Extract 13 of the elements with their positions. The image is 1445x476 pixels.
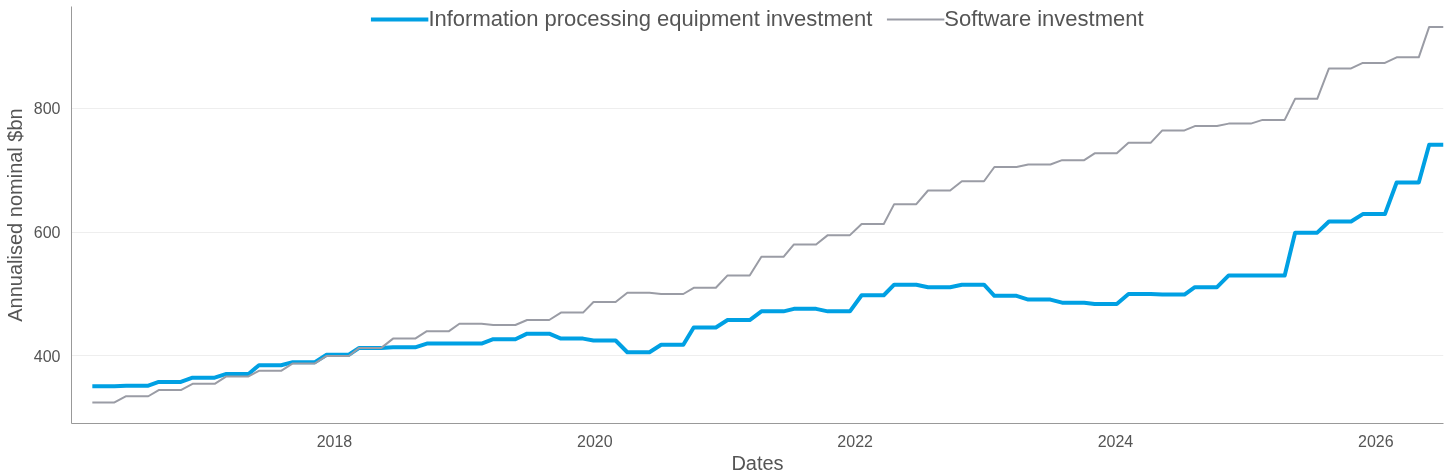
y-axis-title: Annualised nominal $bn <box>3 108 26 322</box>
legend-label: Software investment <box>944 6 1144 32</box>
x-tick-label: 2020 <box>576 432 613 450</box>
x-tick-label: 2018 <box>316 432 353 450</box>
x-tick-label: 2026 <box>1358 432 1394 450</box>
x-axis-title: Dates <box>731 451 784 474</box>
x-tick-label: 2024 <box>1097 432 1134 450</box>
y-tick-label: 600 <box>33 224 61 242</box>
y-tick-label: 400 <box>33 347 61 365</box>
line-series <box>90 142 1444 389</box>
y-tick-label: 800 <box>33 100 61 118</box>
legend-label: Information processing equipment investment <box>428 6 873 32</box>
x-tick-label: 2022 <box>837 432 874 450</box>
